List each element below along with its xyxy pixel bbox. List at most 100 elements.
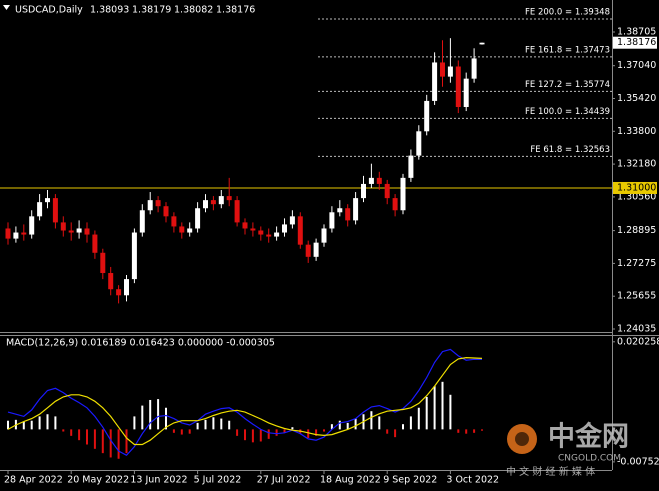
candle-body — [100, 252, 106, 274]
watermark: 中金网 CNGOLD.COM 中 文 财 经 新 媒 体 — [506, 421, 629, 479]
histogram-bar — [481, 429, 483, 431]
histogram-bar — [386, 429, 389, 434]
candle-body — [329, 212, 335, 229]
histogram-bar — [330, 424, 333, 430]
histogram-bar — [54, 416, 57, 430]
candle-body — [432, 62, 438, 101]
y-tick-label: 1.30560 — [617, 191, 656, 202]
candle-body — [116, 289, 122, 296]
histogram-bar — [157, 399, 160, 430]
histogram-bar — [441, 381, 444, 430]
histogram-bar — [196, 422, 199, 430]
candle-body — [21, 232, 27, 235]
price-tag-box — [613, 181, 657, 194]
candle-body — [384, 183, 390, 199]
histogram-bar — [449, 394, 452, 430]
candle-body — [155, 200, 161, 207]
candle-body — [210, 200, 216, 205]
histogram-bar — [236, 429, 239, 436]
histogram-bar — [315, 429, 318, 436]
candle-body — [305, 244, 311, 257]
histogram-bar — [172, 429, 175, 433]
histogram-bar — [101, 429, 104, 454]
x-tick-label: 3 Oct 2022 — [446, 475, 499, 486]
histogram-bar — [212, 417, 215, 430]
candle-body — [376, 177, 382, 184]
y-tick-label: 1.25655 — [617, 291, 656, 302]
candle-body — [258, 230, 264, 235]
menu-icon — [3, 5, 10, 10]
fib-level-label: FE 61.8 = 1.32563 — [530, 145, 610, 155]
candle-body — [29, 216, 35, 235]
candle-body — [45, 198, 50, 203]
histogram-bar — [125, 429, 128, 454]
histogram-bar — [7, 420, 9, 430]
histogram-bar — [275, 429, 278, 436]
histogram-bar — [402, 424, 404, 430]
y-tick-label: 1.35420 — [617, 93, 656, 104]
histogram-bar — [457, 429, 460, 433]
candle-body — [408, 155, 414, 178]
candle-body — [471, 58, 477, 79]
price-tag-box — [613, 36, 657, 49]
candle-body — [76, 228, 82, 233]
candle-body — [84, 228, 90, 235]
x-tick-label: 28 Apr 2022 — [4, 475, 63, 486]
histogram-bar — [465, 429, 468, 434]
candle-body — [68, 230, 74, 233]
candle-body — [147, 200, 153, 211]
y-tick-label: 1.32180 — [617, 159, 656, 170]
candle-body — [5, 228, 11, 239]
candle-body — [60, 222, 66, 231]
candle-body — [392, 198, 398, 211]
candle-body — [92, 234, 98, 253]
x-tick-label: 27 Jul 2022 — [257, 475, 311, 486]
fib-level-label: FE 161.8 = 1.37473 — [525, 45, 610, 55]
candle-body — [187, 228, 193, 233]
candle-body — [13, 232, 19, 239]
candle-body — [52, 198, 58, 223]
histogram-bar — [22, 421, 25, 430]
candle-body — [440, 62, 445, 77]
price-tag: 1.31000 — [617, 182, 656, 193]
candle-body — [368, 177, 374, 184]
histogram-bar — [338, 420, 341, 430]
fib-level-label: FE 200.0 = 1.39348 — [525, 7, 610, 17]
histogram-bar — [188, 429, 191, 434]
histogram-bar — [165, 407, 167, 430]
chart-title: USDCAD,Daily — [15, 5, 83, 16]
candle-body — [266, 234, 272, 237]
indicator-line — [7, 348, 483, 457]
histogram-bar — [62, 429, 65, 432]
histogram-bar — [30, 420, 33, 430]
candle-body — [289, 216, 295, 225]
y-tick-label: 0.020258 — [617, 336, 659, 347]
candle-body — [479, 42, 485, 45]
histogram-bar — [109, 429, 112, 458]
candle-body — [361, 183, 366, 199]
histogram-bar — [180, 429, 183, 435]
header-value: 1.38082 — [174, 5, 213, 16]
candle-body — [37, 202, 43, 217]
histogram-bar — [394, 429, 397, 438]
candle-body — [297, 216, 303, 245]
y-tick-label: 1.37040 — [617, 60, 656, 71]
x-tick-label: 9 Sep 2022 — [383, 475, 437, 486]
header-value: 1.38093 — [90, 5, 129, 16]
histogram-bar — [370, 411, 373, 430]
histogram-bar — [323, 429, 325, 432]
candle-body — [400, 177, 406, 211]
candle-body — [463, 78, 469, 108]
fib-level-label: FE 127.2 = 1.35774 — [525, 80, 610, 90]
candle-body — [416, 131, 422, 156]
candle-body — [218, 196, 224, 205]
y-tick-label: 1.33800 — [617, 126, 656, 137]
histogram-bar — [141, 405, 144, 430]
price-tag: 1.38176 — [617, 37, 656, 48]
histogram-bar — [409, 416, 412, 430]
histogram-bar — [346, 422, 349, 430]
histogram-bar — [70, 429, 73, 436]
histogram-bar — [38, 416, 41, 430]
candle-body — [313, 242, 319, 257]
